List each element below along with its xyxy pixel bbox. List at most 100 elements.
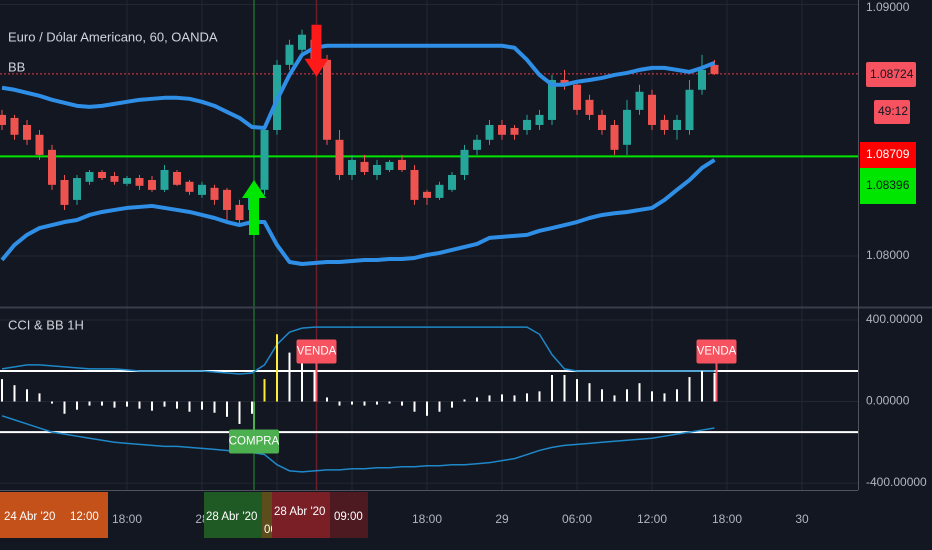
cci-bar: [76, 401, 78, 410]
candle-body: [598, 114, 606, 130]
cci-bar: [263, 379, 266, 402]
cci-bar: [26, 389, 28, 402]
buy-label: COMPRA: [229, 436, 280, 448]
candle-body: [398, 159, 406, 170]
candle-body: [385, 161, 394, 170]
candle-body: [485, 124, 494, 140]
candle-body: [210, 187, 219, 200]
x-tick-label: 29: [495, 512, 509, 526]
x-tick-label: 18:00: [412, 512, 442, 526]
candle-body: [560, 79, 569, 85]
sell-label-box: [296, 339, 337, 364]
candle-body: [610, 124, 619, 150]
time-mark-box: [204, 492, 262, 538]
cci-band: [1, 415, 715, 473]
x-tick-label: 18:00: [112, 512, 142, 526]
cci-bar: [376, 401, 378, 405]
cci-bar: [426, 401, 428, 416]
cci-bar: [563, 375, 566, 402]
y-tick-label: 1.08000: [866, 248, 910, 262]
candle-body: [685, 89, 694, 130]
candle-body: [85, 171, 94, 182]
candle-body: [585, 99, 594, 115]
cci-bar: [88, 401, 91, 406]
candle-body: [173, 171, 181, 185]
cci-bar: [576, 379, 578, 402]
cci-bar: [138, 401, 141, 409]
cci-bar: [126, 401, 128, 407]
cci-bar: [526, 393, 528, 402]
candle-body: [410, 169, 419, 200]
candle-body: [160, 169, 169, 190]
candle-body: [235, 204, 244, 221]
candle-body: [535, 114, 544, 125]
cci-bar: [688, 377, 691, 402]
cci-bar: [651, 391, 653, 402]
x-tick-label: 12:00: [637, 512, 667, 526]
x-tick-label: 06:00: [562, 512, 592, 526]
cci-bar: [51, 401, 53, 404]
cci-band: [1, 326, 715, 375]
cci-bar: [451, 401, 453, 408]
cci-bar: [601, 389, 603, 402]
cci-bar: [463, 399, 466, 402]
candle-body: [710, 64, 719, 74]
bollinger-band: [0, 158, 716, 267]
cci-bar: [488, 395, 491, 402]
cci-bar: [163, 401, 166, 407]
candle-body: [48, 149, 56, 185]
cci-bar: [701, 370, 703, 402]
candle-body: [448, 175, 456, 190]
candle-body: [373, 164, 381, 176]
candle-body: [348, 159, 356, 176]
cci-bar: [551, 375, 553, 402]
cci-bar: [588, 383, 591, 402]
candle-body: [123, 178, 131, 184]
candle-body: [698, 69, 706, 90]
cci-bar: [438, 401, 441, 412]
cci-bar: [276, 334, 278, 402]
candle-body: [10, 117, 19, 135]
candle-body: [635, 91, 644, 110]
candle-body: [148, 180, 156, 190]
candle-body: [35, 134, 44, 155]
cci-bar: [251, 401, 253, 414]
time-mark: 12:00: [70, 511, 99, 523]
candle-body: [285, 44, 294, 65]
candle-body: [335, 139, 344, 176]
cci-bar: [63, 401, 66, 414]
candle-body: [110, 176, 119, 182]
cci-bar: [188, 401, 191, 412]
cci-bar: [501, 394, 503, 402]
countdown-box: [874, 100, 910, 124]
candle-body: [185, 181, 194, 192]
candle-body: [523, 119, 531, 130]
chart-title: Euro / Dólar Americano, 60, OANDA: [8, 29, 218, 44]
x-tick-label: 30: [795, 512, 809, 526]
candle-body: [573, 84, 581, 110]
candle-body: [498, 124, 506, 135]
candle-body: [298, 34, 306, 50]
y-tick-label: 1.09000: [866, 0, 910, 14]
buy-arrow: [242, 180, 266, 236]
candle-body: [23, 124, 31, 140]
time-mark-box: [272, 492, 330, 538]
candle-body: [648, 94, 656, 125]
candle-body: [673, 119, 681, 130]
y-tick-label: -400.00000: [866, 475, 927, 489]
time-mark-box: [66, 492, 108, 538]
sell-arrow: [304, 24, 329, 77]
candle-body: [460, 149, 469, 176]
cci-bar: [713, 372, 716, 402]
candle-body: [260, 129, 269, 190]
cci-bar: [476, 397, 478, 402]
cci-bar: [538, 391, 541, 402]
cci-bar: [38, 393, 41, 402]
cci-bar: [226, 401, 228, 417]
y-tick-label: 400.00000: [866, 312, 923, 326]
cci-bar: [1, 379, 3, 402]
cci-bar: [326, 397, 328, 402]
cci-bar: [176, 401, 178, 409]
candle-body: [548, 79, 556, 120]
